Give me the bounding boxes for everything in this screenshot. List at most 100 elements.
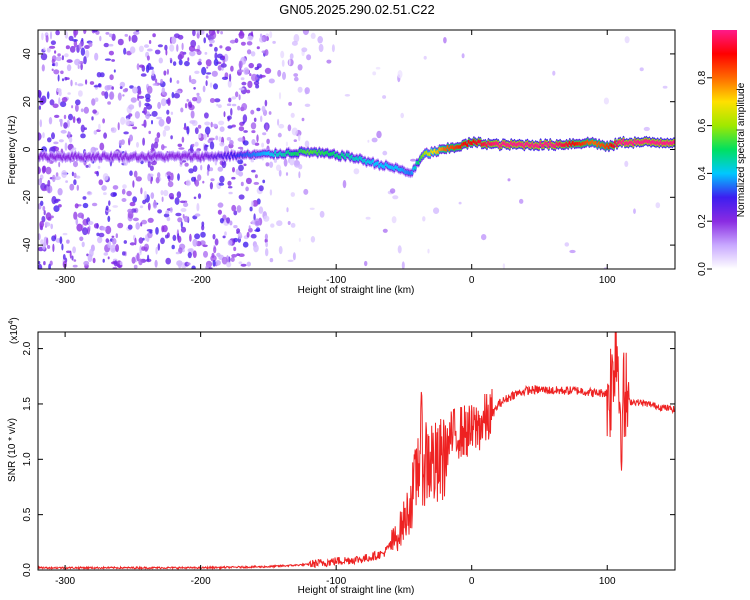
spectrogram-speckle	[250, 51, 256, 57]
spectrogram-speckle	[240, 181, 244, 187]
spectrogram-speckle	[63, 114, 67, 120]
snr-x-tick-label: -300	[55, 576, 75, 587]
spectrogram-speckle	[38, 261, 41, 265]
spectrogram-speckle	[81, 241, 85, 248]
spectrogram-speckle	[230, 257, 235, 262]
spectrogram-speckle	[87, 221, 94, 225]
spectrogram-speckle	[41, 64, 45, 72]
spectrogram-speckle	[64, 142, 68, 151]
spectrogram-speckle	[177, 143, 183, 147]
spectrogram-speckle	[171, 244, 175, 250]
spectrogram-speckle	[186, 262, 191, 266]
spectrogram-speckle	[136, 63, 140, 70]
spectrogram-speckle	[147, 217, 154, 223]
spectrogram-speckle	[131, 256, 136, 264]
spectrogram-speckle	[237, 158, 244, 165]
spectrogram-speckle	[275, 164, 282, 172]
spectrogram-speckle	[218, 182, 225, 186]
spectrogram-speckle	[112, 185, 119, 190]
spectrogram-speckle	[507, 178, 511, 182]
spectrogram-speckle	[112, 192, 117, 197]
spectrogram-speckle	[111, 86, 114, 90]
spectrogram-speckle	[217, 209, 222, 215]
spectrogram-speckle	[145, 103, 153, 110]
spectrogram-speckle	[264, 233, 268, 240]
spectrogram-speckle	[221, 76, 229, 81]
spectrogram-speckle	[212, 123, 218, 128]
spectrogram-speckle	[40, 200, 44, 206]
spectrogram-speckle	[70, 79, 73, 87]
spectrogram-speckle	[209, 141, 215, 150]
spectrogram-speckle	[253, 181, 260, 185]
spectrogram-speckle	[98, 232, 105, 238]
spectrogram-speckle	[172, 234, 177, 241]
spectrogram-speckle	[293, 139, 297, 143]
spectrogram-speckle	[309, 207, 315, 210]
spectrogram-speckle	[39, 220, 44, 228]
spectrogram-speckle	[241, 81, 247, 86]
spectrogram-speckle	[51, 132, 55, 140]
spectrogram-speckle	[193, 48, 200, 52]
spectrogram-speckle	[111, 238, 117, 245]
snr-x-tick-label: 0	[469, 576, 475, 587]
spectrogram-speckle	[261, 35, 267, 43]
spectrogram-speckle	[161, 196, 164, 202]
spectrogram-speckle	[58, 97, 61, 105]
spectrogram-speckle	[184, 103, 188, 109]
spectrogram-x-tick-label: 0	[469, 275, 475, 286]
spectrogram-speckle	[331, 44, 335, 53]
spectrogram-speckle	[115, 244, 119, 253]
spectrogram-speckle	[143, 119, 147, 128]
spectrogram-speckle	[255, 84, 260, 89]
spectrogram-speckle	[176, 80, 180, 84]
spectrogram-speckle	[227, 186, 233, 189]
spectrogram-speckle	[213, 246, 217, 254]
spectrogram-speckle	[278, 246, 283, 255]
spectrogram-speckle	[344, 94, 351, 97]
spectrogram-speckle	[277, 132, 282, 138]
spectrogram-speckle	[261, 142, 265, 148]
spectrogram-speckle	[189, 120, 196, 124]
spectrogram-speckle	[85, 49, 90, 58]
spectrogram-speckle	[256, 46, 260, 50]
spectrogram-speckle	[200, 231, 206, 238]
spectrogram-speckle	[231, 254, 238, 258]
spectrogram-speckle	[229, 73, 232, 82]
spectrogram-speckle	[235, 91, 239, 98]
snr-x-axis: -300 -200 -100 0 100	[55, 332, 616, 587]
spectrogram-speckle	[107, 101, 111, 105]
spectrogram-speckle	[61, 78, 65, 82]
spectrogram-speckle	[55, 30, 60, 36]
spectrogram-speckle	[209, 43, 213, 47]
spectrogram-speckle	[382, 95, 387, 99]
spectrogram-speckle	[140, 73, 147, 77]
spectrogram-speckle	[389, 188, 396, 194]
spectrogram-speckle	[276, 220, 283, 227]
spectrogram-speckle	[38, 90, 42, 98]
spectrogram-speckle	[76, 223, 83, 232]
spectrogram-speckle	[102, 118, 105, 124]
spectrogram-speckle	[66, 59, 73, 63]
spectrogram-speckle	[519, 198, 524, 204]
spectrogram-speckle	[77, 64, 80, 69]
spectrogram-speckle	[187, 251, 192, 259]
spectrogram-speckle	[382, 228, 388, 233]
spectrogram-speckle	[46, 237, 49, 246]
spectrogram-speckle	[230, 65, 234, 72]
spectrogram-speckle	[50, 215, 54, 219]
spectrogram-speckle	[423, 55, 427, 60]
spectrogram-speckle	[401, 261, 405, 269]
spectrogram-speckle	[265, 248, 269, 257]
spectrogram-speckle	[73, 30, 77, 38]
spectrogram-speckle	[138, 45, 144, 52]
spectrogram-speckle	[154, 259, 158, 268]
spectrogram-speckle	[88, 41, 93, 48]
spectrogram-speckle	[117, 122, 120, 131]
spectrogram-speckle	[173, 33, 180, 39]
spectrogram-speckle	[189, 50, 196, 57]
spectrogram-speckle	[317, 36, 324, 44]
spectrogram-speckle	[228, 191, 233, 195]
spectrogram-speckle	[209, 98, 216, 103]
spectrogram-speckle	[144, 44, 149, 48]
spectrogram-speckle	[310, 32, 316, 40]
